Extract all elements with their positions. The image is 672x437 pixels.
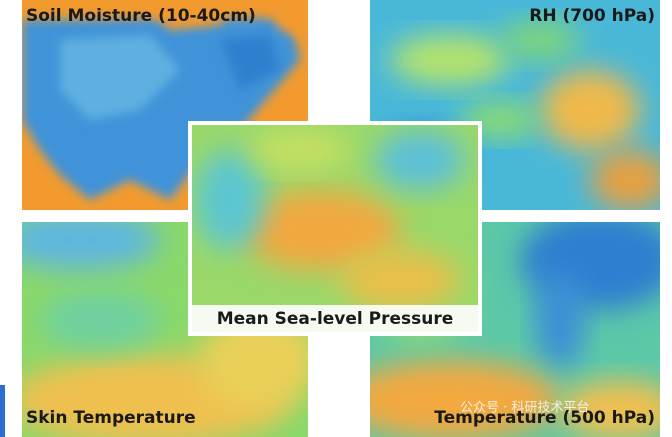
rh-panel	[370, 0, 660, 210]
soil-moisture-panel	[22, 0, 308, 210]
pressure-panel	[188, 121, 482, 336]
watermark: 公众号 · 科研技术平台	[460, 401, 589, 416]
panel-label: Soil Moisture (10-40cm)	[26, 6, 256, 26]
panel-label: Skin Temperature	[26, 408, 196, 428]
panel-label: Temperature (500 hPa)	[434, 408, 655, 428]
panel-label: RH (700 hPa)	[529, 6, 655, 26]
panel-label: Mean Sea-level Pressure	[217, 309, 454, 329]
edge-bar	[0, 385, 5, 437]
